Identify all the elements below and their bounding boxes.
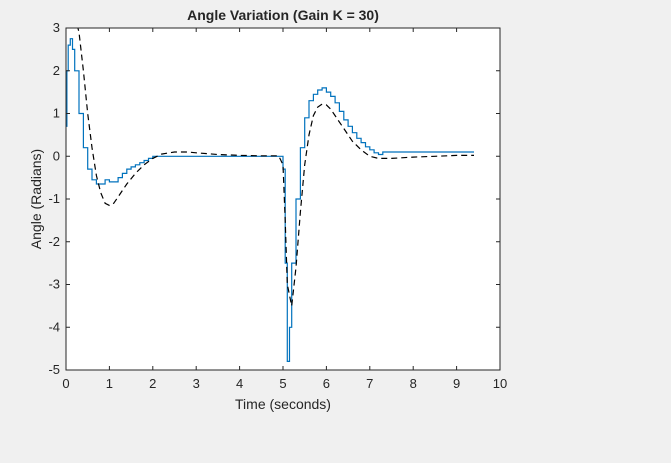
x-tick-label: 7	[366, 376, 373, 391]
x-tick-label: 2	[149, 376, 156, 391]
dashed-series-line	[77, 28, 474, 307]
y-tick-label: -2	[48, 234, 60, 249]
x-tick-label: 9	[453, 376, 460, 391]
x-tick-label: 5	[279, 376, 286, 391]
y-tick-label: 2	[53, 63, 60, 78]
tick-layer: 0 1 2 3 4 5 6 7 8 9 10 -5 -4 -3 -2 -1 0 1 2 3	[48, 20, 507, 391]
stairs-series-line	[66, 38, 474, 362]
series-layer	[66, 28, 474, 362]
y-tick-label: -1	[48, 191, 60, 206]
plot-area	[66, 28, 500, 370]
y-tick-label: 1	[53, 106, 60, 121]
y-tick-label: -3	[48, 277, 60, 292]
x-tick-label: 4	[236, 376, 243, 391]
y-tick-label: 3	[53, 20, 60, 35]
y-axis-label: Angle (Radians)	[28, 149, 44, 249]
y-tick-label: -4	[48, 319, 60, 334]
y-tick-label: 0	[53, 148, 60, 163]
x-tick-label: 8	[410, 376, 417, 391]
chart-title: Angle Variation (Gain K = 30)	[187, 7, 379, 23]
x-tick-label: 0	[62, 376, 69, 391]
y-tick-label: -5	[48, 362, 60, 377]
x-tick-label: 3	[193, 376, 200, 391]
x-tick-label: 6	[323, 376, 330, 391]
x-tick-label: 10	[493, 376, 507, 391]
x-tick-label: 1	[106, 376, 113, 391]
x-axis-label: Time (seconds)	[235, 396, 331, 412]
